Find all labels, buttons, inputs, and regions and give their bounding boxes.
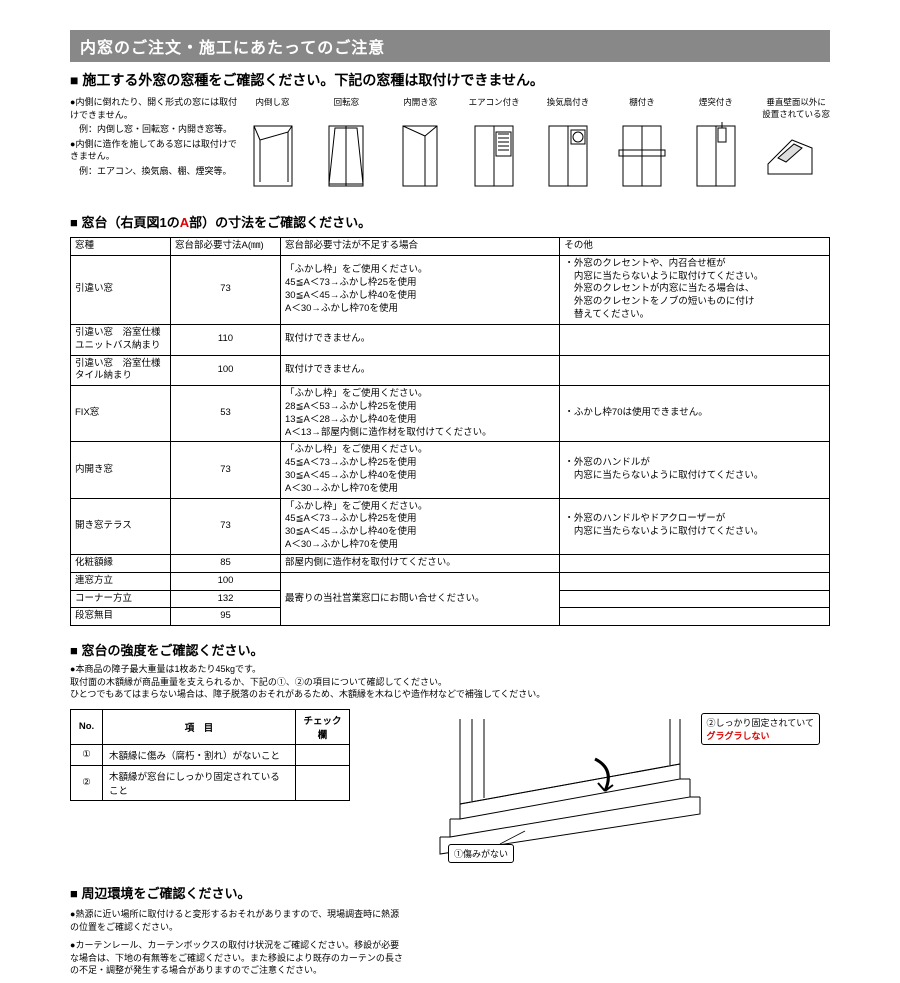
window-type-item: 棚付き — [614, 96, 669, 198]
check-table: No.項 目チェック欄①木額縁に傷み（腐朽・割れ）がないこと②木額縁が窓台にしっ… — [70, 709, 350, 801]
sec4-heading: 周辺環境をご確認ください。 — [70, 883, 830, 902]
window-type-item: 内開き窓 — [393, 96, 448, 198]
window-type-item: 煙突付き — [688, 96, 743, 198]
window-type-item: 垂直壁面以外に設置されている窓 — [762, 96, 830, 198]
sec3-heading: 窓台の強度をご確認ください。 — [70, 640, 830, 659]
sec4-notes: 熱源に近い場所に取付けると変形するおそれがありますので、現場調査時に熱源の位置を… — [70, 908, 405, 983]
window-type-item: エアコン付き — [467, 96, 522, 198]
strength-diagram: ②しっかり固定されていて グラグラしない ①傷みがない — [380, 709, 830, 869]
window-type-icons: 内倒し窓回転窓内開き窓エアコン付き換気扇付き棚付き煙突付き垂直壁面以外に設置され… — [245, 96, 830, 198]
window-type-item: 回転窓 — [319, 96, 374, 198]
sec1-notes: 内側に倒れたり、開く形式の窓には取付けできません。例：内倒し窓・回転窓・内開き窓… — [70, 96, 245, 198]
window-type-item: 内倒し窓 — [245, 96, 300, 198]
callout-2: ②しっかり固定されていて グラグラしない — [701, 713, 820, 745]
sec3-notes: 本商品の障子最大重量は1枚あたり45kgです。取付面の木額縁が商品重量を支えられ… — [70, 663, 830, 701]
spec-table: 窓種窓台部必要寸法A(㎜)窓台部必要寸法が不足する場合その他引違い窓73「ふかし… — [70, 237, 830, 626]
callout-1: ①傷みがない — [448, 844, 514, 863]
page-banner: 内窓のご注文・施工にあたってのご注意 — [70, 30, 830, 62]
sec1-heading: 施工する外窓の窓種をご確認ください。下記の窓種は取付けできません。 — [70, 68, 830, 92]
window-type-item: 換気扇付き — [541, 96, 596, 198]
sec2-heading: 窓台（右頁図1のA部）の寸法をご確認ください。 — [70, 212, 830, 231]
